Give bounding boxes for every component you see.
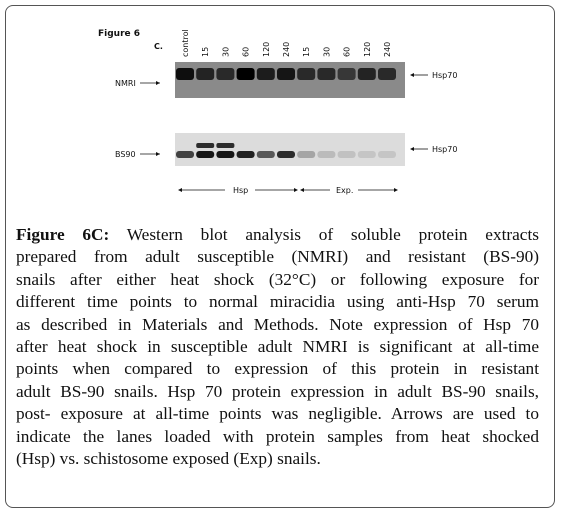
caption-line: prepared from adult susceptible (NMRI) a… [16,247,539,267]
band [196,143,215,148]
caption-line: adult BS-90 snails. Hsp 70 protein expre… [16,381,539,401]
group-label: Hsp [233,186,248,195]
band [216,143,235,148]
caption-label: Figure 6C: [16,225,110,244]
band [196,68,215,80]
blot-bs90 [175,133,405,166]
band [297,151,316,158]
lane-label: 120 [363,42,372,57]
band [176,151,194,158]
lane-label: 30 [221,47,230,57]
band [378,68,396,80]
lane-label: control [181,29,190,57]
caption-text: Western blot analysis of soluble protein… [126,225,540,244]
figure-label: Figure 6 [98,29,140,39]
band [277,151,295,158]
lane-label: 15 [201,47,210,57]
figure-image: Figure 6 C. NMRI Hsp70 BS90 Hsp70 Hsp Ex… [98,29,457,195]
caption-line: points when compared to expression of th… [16,359,539,379]
band [378,151,396,158]
band [176,68,194,80]
band [357,68,376,80]
caption: Figure 6C: Western blot analysis of solu… [16,224,539,470]
band [236,151,255,158]
caption-line: post- exposure at all-time points was ne… [16,404,539,424]
band [277,68,295,80]
caption-line: indicate the lanes loaded with protein s… [16,426,539,446]
lane-label: 240 [383,42,392,57]
group-label: Exp. [336,186,353,195]
band [317,151,336,158]
caption-line: Figure 6C: Western blot analysis of solu… [16,224,539,246]
caption-line: different time points to normal miracidi… [16,292,539,312]
band [357,151,376,158]
band [256,151,275,158]
band [337,68,356,80]
band [236,68,255,80]
band [317,68,336,80]
caption-line: (Hsp) vs. schistosome exposed (Exp) snai… [16,449,321,469]
caption-line: as described in Materials and Methods. N… [16,314,539,334]
figure-frame [5,5,555,508]
panel-label: C. [154,42,163,51]
blot-protein: Hsp70 [432,71,457,80]
lane-label: 15 [302,47,311,57]
lane-label: 120 [262,42,271,57]
band [297,68,316,80]
lane-label: 60 [242,47,251,57]
blot-sample: NMRI [115,79,136,88]
band [337,151,356,158]
caption-line: snails after either heat shock (32°C) or… [16,269,539,289]
lane-label: 60 [343,47,352,57]
band [196,151,215,158]
band [216,68,235,80]
band [216,151,235,158]
lane-label: 240 [282,42,291,57]
caption-line: after heat shock in susceptible adult NM… [16,337,539,357]
blot-sample: BS90 [115,150,136,159]
lane-label: 30 [322,47,331,57]
blot-protein: Hsp70 [432,145,457,154]
band [256,68,275,80]
